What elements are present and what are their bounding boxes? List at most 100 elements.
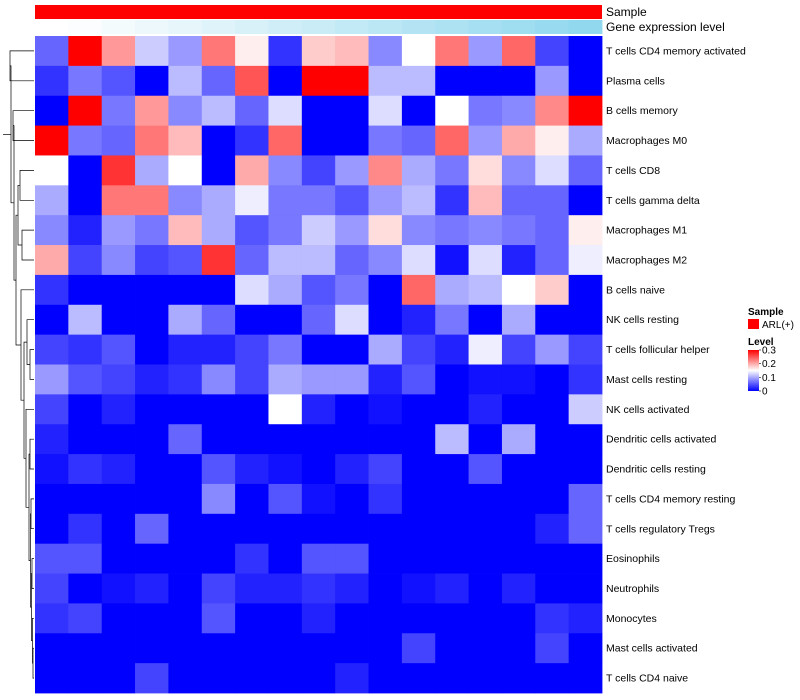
heatmap-cell	[101, 125, 136, 156]
expression-level-cell	[168, 20, 203, 34]
heatmap-cell	[68, 155, 103, 186]
row-label: Macrophages M0	[606, 135, 687, 147]
heatmap-cell	[568, 65, 603, 97]
dendrogram-branch	[20, 289, 34, 401]
heatmap-cell	[201, 483, 236, 515]
heatmap-cell	[568, 125, 603, 156]
heatmap-cell	[201, 65, 236, 97]
row-label: Mast cells activated	[606, 643, 698, 655]
heatmap-cell	[568, 245, 603, 276]
heatmap-cell	[268, 424, 303, 455]
heatmap-cell	[168, 95, 203, 126]
heatmap-cell	[335, 543, 369, 574]
heatmap-cell	[535, 603, 570, 634]
heatmap-cell	[101, 573, 136, 604]
heatmap-cell	[335, 633, 369, 664]
annotation-label-sample: Sample	[606, 5, 647, 19]
dendrogram-branch	[29, 349, 34, 380]
heatmap-cell	[568, 364, 603, 395]
heatmap-cell	[101, 543, 136, 574]
heatmap-cell	[335, 454, 369, 485]
heatmap-cell	[201, 36, 236, 67]
row-label: T cells CD8	[606, 165, 660, 177]
heatmap-cell	[335, 304, 369, 336]
heatmap-cell	[568, 573, 603, 604]
heatmap-cell	[301, 36, 336, 67]
heatmap-cell	[135, 454, 169, 485]
heatmap-cell	[168, 454, 203, 485]
heatmap-cell	[368, 155, 403, 186]
heatmap-cell	[168, 65, 203, 97]
heatmap-cell	[68, 543, 103, 574]
heatmap-cell	[535, 543, 570, 574]
heatmap-cell	[135, 513, 169, 545]
heatmap-cell	[568, 274, 603, 306]
row-label: Macrophages M2	[606, 254, 687, 266]
heatmap-cell	[35, 633, 69, 664]
heatmap-cell	[68, 483, 103, 515]
heatmap-cell	[68, 65, 103, 97]
row-label: Macrophages M1	[606, 225, 687, 237]
heatmap-cell	[268, 513, 303, 545]
heatmap-cell	[401, 125, 436, 156]
heatmap-cell	[468, 274, 503, 306]
expression-level-cell	[201, 20, 236, 34]
legend-tick-label: 0.3	[762, 346, 776, 357]
heatmap-cell	[235, 65, 269, 97]
legend-tick-label: 0.2	[762, 359, 776, 370]
heatmap-cell	[535, 36, 570, 67]
heatmap-cell	[168, 424, 203, 455]
heatmap-cell	[401, 65, 436, 97]
legend-tick-label: 0	[762, 387, 768, 398]
heatmap-cell	[435, 603, 469, 634]
heatmap-cell	[168, 633, 203, 664]
heatmap-cells	[35, 36, 603, 694]
row-labels: T cells CD4 memory activated Plasma cells…	[606, 45, 746, 684]
heatmap-cell	[301, 304, 336, 336]
heatmap-cell	[535, 215, 570, 246]
heatmap-cell	[501, 603, 536, 634]
heatmap-cell	[435, 245, 469, 276]
heatmap-cell	[235, 125, 269, 156]
heatmap-cell	[435, 663, 469, 694]
heatmap-cell	[368, 513, 403, 545]
legend: Sample ARL(+) Level 0.3 0.2 0.1 0	[748, 307, 794, 398]
heatmap-cell	[501, 394, 536, 425]
heatmap-cell	[201, 334, 236, 365]
heatmap-cell	[35, 543, 69, 574]
heatmap-cell	[235, 454, 269, 485]
heatmap-cell	[435, 483, 469, 515]
heatmap-cell	[335, 483, 369, 515]
heatmap-cell	[135, 215, 169, 246]
row-label: T cells CD4 memory activated	[606, 45, 746, 57]
heatmap-cell	[135, 633, 169, 664]
heatmap-cell	[368, 334, 403, 365]
heatmap-cell	[101, 394, 136, 425]
heatmap-cell	[401, 513, 436, 545]
heatmap-cell	[335, 274, 369, 306]
heatmap-cell	[335, 215, 369, 246]
heatmap-cell	[568, 95, 603, 126]
expression-level-cell	[501, 20, 536, 34]
heatmap-cell	[68, 364, 103, 395]
heatmap-cell	[35, 36, 69, 67]
heatmap-cell	[401, 245, 436, 276]
heatmap-cell	[468, 633, 503, 664]
heatmap-cell	[368, 663, 403, 694]
heatmap-cell	[501, 36, 536, 67]
heatmap-cell	[368, 274, 403, 306]
heatmap-cell	[535, 65, 570, 97]
expression-level-cell	[101, 20, 136, 34]
heatmap-cell	[68, 633, 103, 664]
row-label: Plasma cells	[606, 75, 665, 87]
heatmap-cell	[568, 633, 603, 664]
heatmap-cell	[268, 334, 303, 365]
heatmap-cell	[68, 215, 103, 246]
heatmap-cell	[335, 36, 369, 67]
heatmap-cell	[401, 274, 436, 306]
expression-level-cell	[435, 20, 469, 34]
heatmap-cell	[501, 663, 536, 694]
expression-level-cell	[368, 20, 403, 34]
heatmap-cell	[401, 663, 436, 694]
heatmap-cell	[35, 185, 69, 216]
